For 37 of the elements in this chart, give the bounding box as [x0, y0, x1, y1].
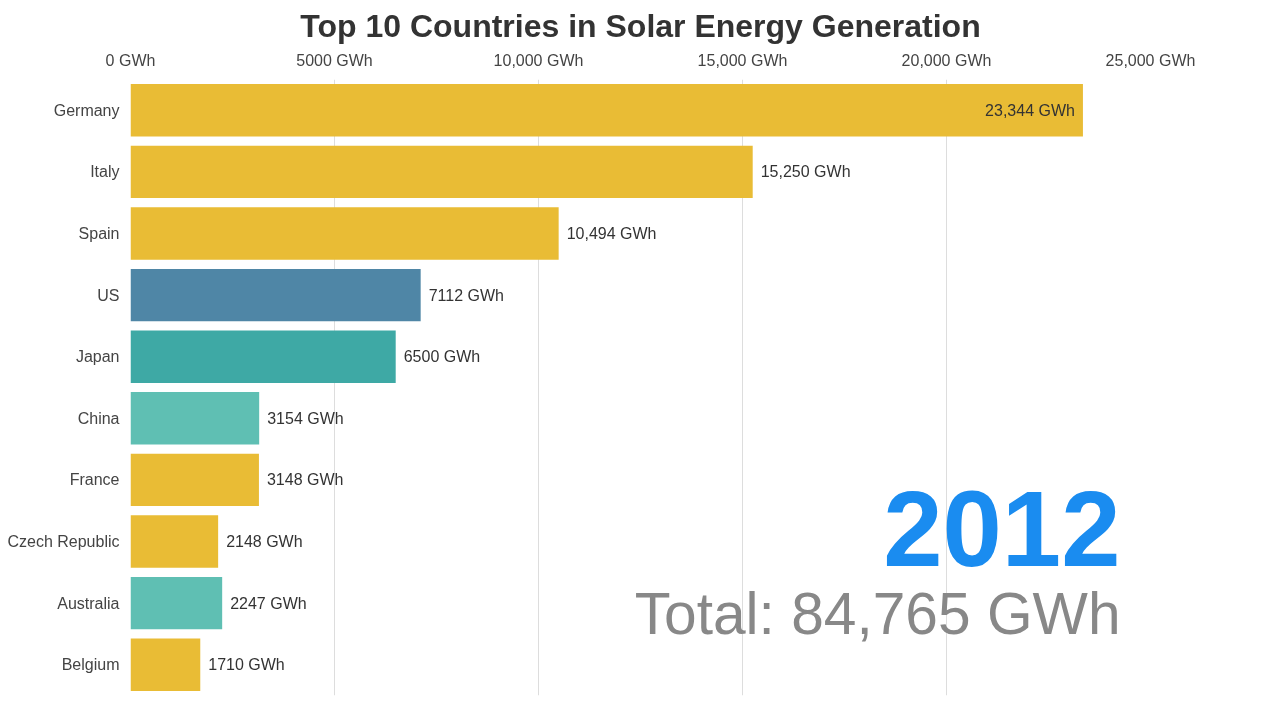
data-label: 3154 GWh — [267, 409, 344, 427]
x-tick-label: 5000 GWh — [296, 51, 373, 69]
data-label: 23,344 GWh — [985, 101, 1075, 119]
y-tick-label: China — [77, 409, 120, 427]
data-label: 3148 GWh — [266, 471, 344, 489]
bar — [130, 145, 753, 199]
data-label: 10,494 GWh — [566, 225, 657, 242]
y-tick-label: Spain — [78, 225, 120, 242]
bar — [130, 453, 259, 507]
x-tick-label: 20,000 GWh — [901, 51, 992, 69]
chart-title: Top 10 Countries in Solar Energy Generation — [300, 7, 981, 44]
y-tick-label: Czech Republic — [7, 533, 120, 550]
x-tick-label: 10,000 GWh — [493, 51, 584, 69]
bar — [130, 330, 396, 383]
x-tick-label: 0 GWh — [105, 51, 156, 69]
bar — [130, 576, 223, 630]
data-label: 7112 GWh — [428, 286, 504, 304]
data-label: 6500 GWh — [403, 348, 481, 366]
bar — [130, 268, 421, 322]
bar — [130, 515, 219, 568]
bar — [130, 392, 260, 445]
x-tick-label: 25,000 GWh — [1105, 51, 1196, 69]
y-tick-label: Japan — [75, 348, 120, 366]
y-tick-label: Italy — [90, 163, 120, 181]
y-tick-label: France — [69, 471, 120, 489]
bar — [130, 84, 1083, 137]
bar — [130, 638, 201, 691]
data-label: 2148 GWh — [226, 533, 303, 550]
y-tick-label: Germany — [53, 101, 120, 119]
data-label: 2247 GWh — [230, 594, 307, 612]
x-tick-label: 15,000 GWh — [697, 51, 788, 69]
y-tick-label: US — [97, 286, 120, 304]
data-label: 15,250 GWh — [760, 163, 851, 181]
data-label: 1710 GWh — [208, 656, 285, 674]
bar — [130, 207, 559, 260]
y-tick-label: Belgium — [61, 656, 120, 674]
y-tick-label: Australia — [57, 594, 120, 612]
